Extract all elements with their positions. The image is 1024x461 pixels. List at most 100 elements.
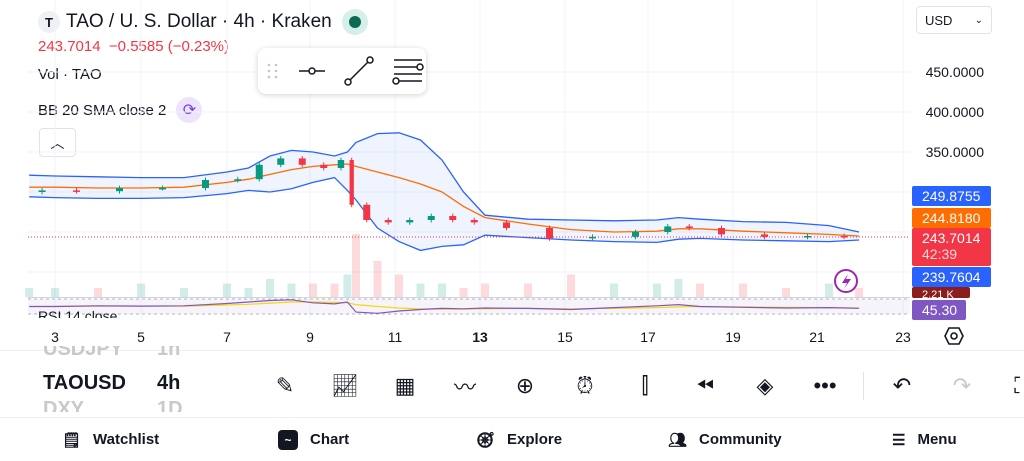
candle (406, 220, 414, 223)
drag-handle-icon[interactable] (266, 61, 280, 81)
settings-icon[interactable] (944, 326, 964, 346)
volume-bar (674, 279, 683, 297)
volume-tag: 2.21 K (912, 287, 970, 298)
candle (503, 222, 510, 228)
price-chart[interactable] (0, 0, 1024, 345)
compare-icon[interactable]: 〰 (453, 375, 476, 400)
volume-bar (782, 288, 790, 297)
candle (277, 158, 285, 165)
divider (0, 350, 1024, 351)
fullscreen-icon[interactable]: ⛶ (1014, 373, 1024, 398)
volume-bar (94, 288, 102, 297)
lower-band-tag: 239.7604 (912, 267, 991, 287)
chart-title[interactable]: T TAO / U. S. Dollar · 4h · Kraken (38, 9, 368, 35)
nav-community[interactable]: 👥︎ Community (668, 431, 782, 449)
rsi-line (29, 299, 860, 314)
upper-band-line (29, 132, 860, 233)
candle (116, 188, 123, 192)
volume-bar (825, 283, 833, 297)
symbol-title[interactable]: TAO / U. S. Dollar · 4h · Kraken (66, 11, 332, 32)
rsi-ma-line (29, 301, 860, 310)
volume-bar (51, 288, 59, 297)
quote: 243.7014 −0.5585 (−0.23%) (38, 38, 229, 55)
undo-icon[interactable]: ↶ (892, 373, 912, 398)
picker-symbol: DXY (43, 398, 85, 412)
refresh-icon[interactable]: ⟳ (176, 97, 203, 123)
bottom-nav: 🗒︎ Watchlist ~ Chart 🧭︎ Explore 👥︎ Community… (0, 417, 1024, 461)
nav-watchlist[interactable]: 🗒︎ Watchlist (62, 431, 159, 449)
picker-row-selected[interactable]: TAOUSD 4h (43, 372, 183, 398)
rsi-tag: 45.30 (912, 300, 966, 320)
price-label: 450.0000 (925, 64, 984, 80)
chart-icon: ~ (278, 429, 298, 450)
alert-clock-icon[interactable]: ⏰︎ (576, 373, 594, 398)
drawing-toolbar (258, 48, 426, 94)
volume-legend[interactable]: Vol · TAO (38, 66, 102, 83)
chart-type-candles-icon[interactable]: ⫿ (641, 373, 649, 398)
add-plus-icon[interactable]: ⊕ (515, 373, 535, 398)
bb-legend[interactable]: BB 20 SMA close 2 ⟳ (38, 97, 203, 123)
volume-bar (567, 274, 575, 297)
redo-icon[interactable]: ↷ (952, 373, 972, 398)
upper-band-tag: 249.8755 (912, 186, 991, 206)
last-price-tag: 243.7014 42:39 (912, 228, 991, 266)
volume-bar (696, 283, 704, 297)
candle (589, 236, 596, 239)
candle (38, 190, 46, 192)
volume-bar (524, 283, 532, 297)
volume-bar (373, 261, 382, 297)
nav-chart[interactable]: ~ Chart (278, 429, 350, 450)
time-label: 19 (725, 329, 741, 345)
nav-label: Explore (507, 431, 563, 448)
replay-rewind-icon[interactable]: ⏪︎ (696, 373, 714, 398)
countdown: 42:39 (922, 246, 958, 262)
candle (427, 216, 435, 220)
candle (761, 234, 768, 237)
volume-bar (244, 288, 253, 297)
lightning-icon[interactable] (834, 269, 858, 293)
symbol-picker[interactable]: USDJPY 1h TAOUSD 4h DXY 1D (43, 346, 183, 412)
layers-icon[interactable]: ◈ (756, 373, 774, 398)
volume-bar (25, 288, 34, 297)
parallel-channel-icon[interactable] (392, 57, 424, 85)
candle (718, 228, 725, 235)
candle (159, 188, 166, 190)
time-label: 17 (640, 329, 656, 345)
time-label: 3 (51, 329, 59, 345)
watchlist-icon: 🗒︎ (62, 431, 82, 449)
picker-row[interactable]: DXY 1D (43, 398, 183, 412)
trend-line-icon[interactable] (344, 56, 374, 86)
chevron-down-icon: ⌄ (974, 14, 983, 26)
candle (234, 179, 242, 181)
last-price: 243.7014 (38, 38, 101, 55)
price-change: −0.5585 (−0.23%) (108, 38, 230, 55)
candle (363, 204, 371, 220)
candle (546, 228, 553, 239)
nav-label: Community (699, 431, 782, 448)
picker-row[interactable]: USDJPY 1h (43, 346, 183, 358)
currency-select[interactable]: USD ⌄ (916, 6, 992, 34)
candle (470, 220, 478, 223)
price-label: 400.0000 (925, 104, 984, 120)
volume-bar (855, 288, 864, 297)
more-icon[interactable]: ••• (813, 373, 837, 398)
candle (685, 226, 693, 228)
rsi-band (28, 299, 910, 314)
candle (804, 236, 811, 238)
horizontal-line-icon[interactable] (298, 61, 326, 81)
basis-line (29, 163, 860, 237)
indicators-icon[interactable]: 📈︎ (331, 373, 359, 398)
draw-pencil-icon[interactable]: ✎ (275, 373, 295, 398)
candle (255, 164, 263, 180)
picker-interval: 1h (157, 346, 181, 358)
nav-explore[interactable]: 🧭︎ Explore (476, 431, 562, 449)
rsi-legend[interactable]: RSI 14 close (38, 308, 118, 318)
nav-label: Chart (310, 431, 350, 448)
nav-menu[interactable]: ☰ Menu (892, 431, 957, 449)
chevron-up-icon: ︿ (50, 134, 65, 151)
time-label: 15 (557, 329, 573, 345)
time-label: 21 (809, 329, 825, 345)
layouts-grid-icon[interactable]: ▦ (394, 373, 416, 398)
divider (863, 372, 864, 400)
community-icon: 👥︎ (668, 431, 688, 449)
